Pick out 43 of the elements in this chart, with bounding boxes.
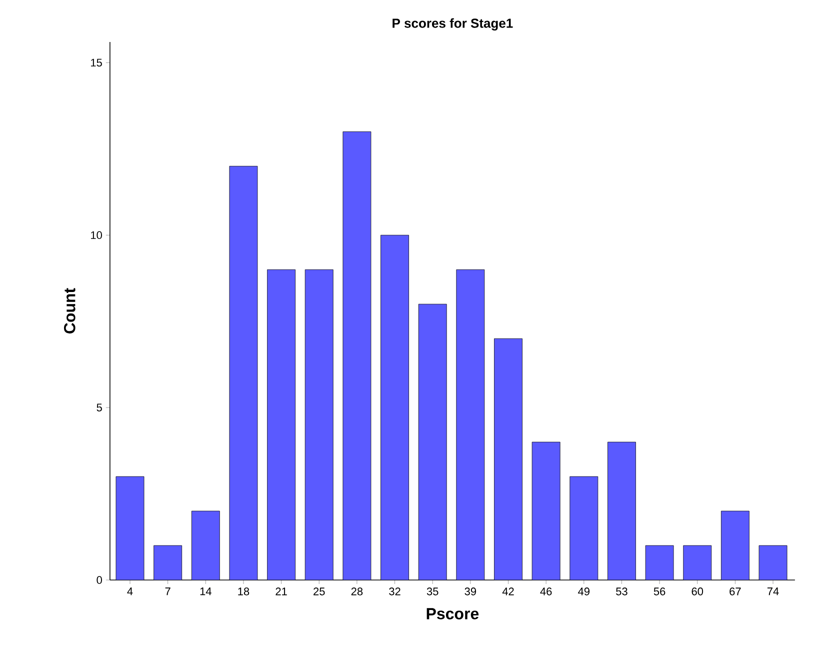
bar — [758, 545, 788, 580]
bar — [456, 269, 485, 580]
x-tick-label: 32 — [389, 588, 400, 596]
bar — [532, 442, 560, 580]
bar — [267, 269, 296, 580]
bar — [380, 234, 409, 580]
x-tick-label: 60 — [692, 588, 704, 596]
bar — [418, 304, 447, 580]
x-axis-title: Pscore — [426, 608, 479, 620]
bar — [304, 269, 334, 580]
x-tick-label: 28 — [351, 588, 363, 596]
y-tick-label: 15 — [91, 58, 102, 67]
x-tick-label: 35 — [426, 588, 438, 596]
bar — [683, 545, 712, 580]
x-tick-label: 42 — [502, 588, 514, 596]
bar — [342, 131, 372, 580]
x-tick-label: 39 — [464, 588, 476, 596]
bar — [720, 510, 750, 580]
x-tick-label: 74 — [767, 588, 779, 596]
bar — [570, 476, 598, 580]
x-tick-label: 4 — [127, 588, 133, 596]
bar — [116, 476, 144, 580]
x-tick-label: 14 — [200, 588, 212, 596]
x-tick-label: 21 — [276, 588, 287, 596]
y-tick-label: 5 — [96, 404, 102, 412]
bar — [191, 510, 220, 580]
x-tick-label: 25 — [314, 588, 325, 596]
x-tick-label: 46 — [540, 588, 552, 596]
x-tick-label: 7 — [165, 588, 170, 596]
chart-title: P scores for Stage1 — [392, 18, 513, 30]
bar — [645, 545, 674, 580]
bar — [494, 338, 522, 580]
x-tick-label: 49 — [578, 588, 590, 596]
x-tick-label: 18 — [238, 588, 250, 596]
x-tick-label: 56 — [654, 588, 666, 596]
y-tick-label: 10 — [91, 231, 102, 240]
y-axis-title: Count — [64, 288, 76, 334]
bar — [608, 442, 636, 580]
x-tick-label: 53 — [616, 588, 628, 596]
bar — [154, 545, 182, 580]
bar — [229, 166, 258, 580]
y-tick-label: 0 — [96, 576, 102, 584]
x-tick-label: 67 — [730, 588, 741, 596]
